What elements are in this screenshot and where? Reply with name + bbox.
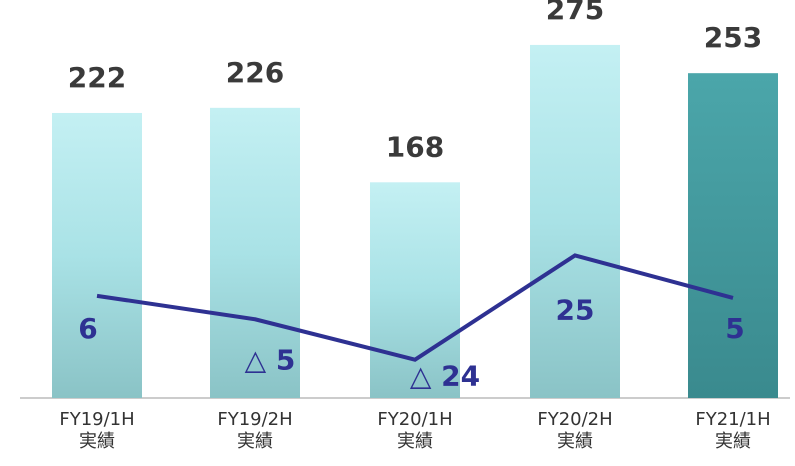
bar-value-label: 168 bbox=[386, 130, 444, 163]
bar-value-label: 226 bbox=[226, 56, 284, 89]
x-tick-label: FY20/1H bbox=[377, 409, 452, 430]
x-tick-label: 実績 bbox=[715, 431, 751, 452]
x-tick-label: FY19/1H bbox=[59, 409, 134, 430]
line-value-label: 5 bbox=[725, 312, 744, 345]
bar-value-label: 253 bbox=[704, 21, 762, 54]
x-tick-label: FY20/2H bbox=[537, 409, 612, 430]
line-value-label: △ 24 bbox=[410, 360, 480, 393]
x-tick-label: FY21/1H bbox=[695, 409, 770, 430]
x-tick-label: FY19/2H bbox=[217, 409, 292, 430]
line-value-label: 25 bbox=[556, 293, 595, 326]
bar-value-label: 275 bbox=[546, 0, 604, 26]
bar bbox=[530, 44, 620, 398]
bar bbox=[210, 107, 300, 399]
x-tick-label: 実績 bbox=[237, 431, 273, 452]
x-tick-label: 実績 bbox=[79, 431, 115, 452]
bar-value-label: 222 bbox=[68, 61, 126, 94]
bar bbox=[370, 182, 460, 398]
x-tick-label: 実績 bbox=[397, 431, 433, 452]
bar bbox=[688, 73, 778, 398]
bar bbox=[52, 112, 142, 398]
x-tick-label: 実績 bbox=[557, 431, 593, 452]
line-value-label: 6 bbox=[78, 312, 97, 345]
line-value-label: △ 5 bbox=[245, 343, 296, 376]
line bbox=[96, 253, 734, 362]
